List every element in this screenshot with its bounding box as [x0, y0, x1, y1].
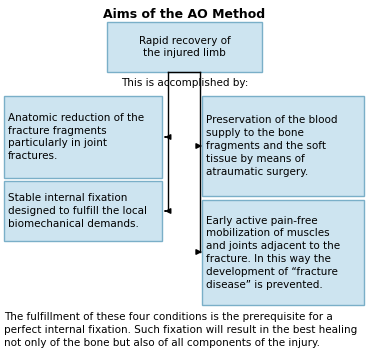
- Text: Rapid recovery of
the injured limb: Rapid recovery of the injured limb: [139, 36, 230, 58]
- FancyBboxPatch shape: [4, 181, 162, 241]
- Text: The fulfillment of these four conditions is the prerequisite for a
perfect inter: The fulfillment of these four conditions…: [4, 312, 357, 348]
- FancyBboxPatch shape: [202, 96, 364, 196]
- Text: This is accomplished by:: This is accomplished by:: [121, 78, 249, 88]
- Text: Stable internal fixation
designed to fulfill the local
biomechanical demands.: Stable internal fixation designed to ful…: [8, 193, 147, 229]
- FancyBboxPatch shape: [107, 22, 262, 72]
- FancyBboxPatch shape: [202, 200, 364, 305]
- Text: Aims of the AO Method: Aims of the AO Method: [103, 8, 265, 21]
- FancyBboxPatch shape: [4, 96, 162, 178]
- Text: Anatomic reduction of the
fracture fragments
particularly in joint
fractures.: Anatomic reduction of the fracture fragm…: [8, 113, 144, 161]
- Text: Preservation of the blood
supply to the bone
fragments and the soft
tissue by me: Preservation of the blood supply to the …: [206, 115, 337, 176]
- Text: Early active pain-free
mobilization of muscles
and joints adjacent to the
fractu: Early active pain-free mobilization of m…: [206, 215, 340, 289]
